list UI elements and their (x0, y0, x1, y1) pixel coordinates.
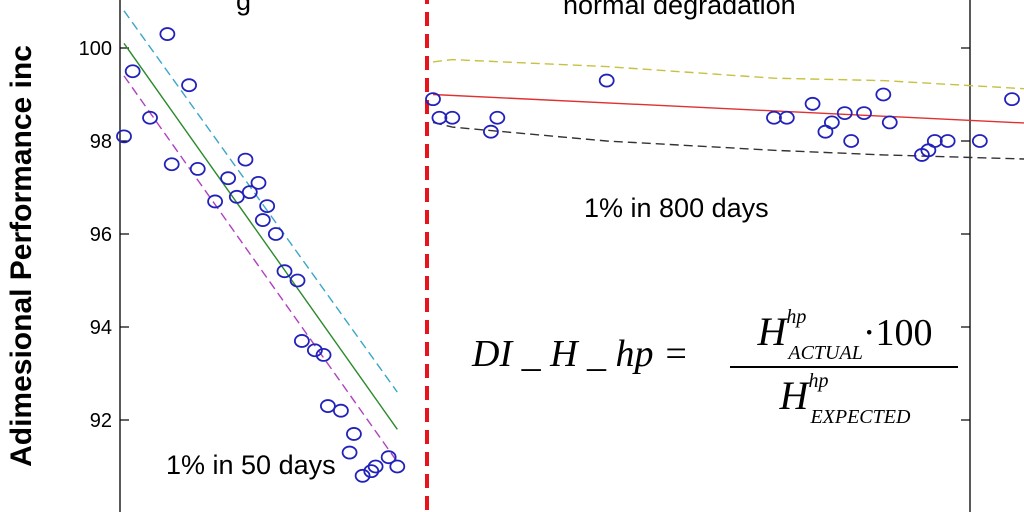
data-point-seg1 (159, 27, 176, 41)
y-axis-label: Adimesional Performance inc (5, 45, 38, 467)
data-point-seg1 (181, 78, 197, 93)
upper-bound-seg2 (432, 58, 1024, 90)
formula-num-factor: ·100 (862, 312, 933, 354)
data-point-seg1 (142, 110, 158, 125)
formula-den-sup: hp (808, 370, 829, 392)
y-tick-label: 98 (90, 131, 112, 153)
data-point-seg1 (315, 347, 332, 362)
data-point-seg1 (220, 171, 237, 186)
data-point-seg2 (836, 106, 853, 120)
data-point-seg2 (778, 110, 795, 125)
lower-bound-seg1 (123, 75, 398, 463)
formula-den-sub: EXPECTED (810, 406, 911, 428)
data-point-seg2 (881, 115, 898, 130)
fit-lines (123, 10, 1024, 463)
data-point-seg1 (207, 194, 224, 209)
linear-fit-seg2 (432, 93, 1024, 124)
data-point-seg1 (254, 213, 271, 227)
data-point-seg2 (939, 134, 956, 148)
data-point-seg1 (276, 264, 293, 279)
data-point-seg1 (289, 273, 306, 288)
data-point-seg1 (124, 64, 141, 79)
axes: 92 94 96 98 100 (79, 0, 971, 512)
data-point-seg2 (856, 106, 872, 120)
data-point-seg2 (598, 73, 615, 88)
data-point-seg1 (346, 427, 362, 441)
data-point-seg2 (1004, 92, 1020, 107)
data-point-seg2 (482, 124, 499, 139)
data-point-seg1 (189, 161, 206, 176)
data-point-seg1 (241, 185, 258, 200)
lower-bound-seg2 (432, 121, 1024, 160)
data-point-seg2 (875, 87, 892, 102)
formula-lhs: DI _ H _ hp = (472, 333, 689, 375)
data-point-seg1 (380, 450, 397, 465)
data-point-seg1 (259, 199, 276, 214)
formula-den-base: H (779, 373, 809, 418)
annotation-segment2-rate: 1% in 800 days (584, 193, 769, 223)
linear-fit-seg1 (123, 42, 398, 430)
data-point-seg2 (444, 110, 461, 125)
data-point-seg2 (926, 134, 943, 148)
y-tick-label: 100 (79, 38, 112, 60)
data-point-seg1 (333, 403, 349, 418)
data-point-seg2 (431, 110, 448, 125)
formula-num-sub: ACTUAL (788, 342, 863, 364)
annotation-normal-degradation: normal degradation (563, 0, 796, 20)
data-point-seg1 (389, 459, 406, 474)
y-tick-label: 96 (90, 224, 112, 246)
data-point-seg2 (823, 115, 840, 130)
data-point-seg1 (237, 152, 254, 167)
formula-num-base: H (757, 309, 787, 354)
data-point-seg2 (425, 92, 441, 107)
y-tick-label: 92 (90, 410, 112, 432)
data-point-seg1 (354, 468, 371, 483)
annotation-segment1-rate: 1% in 50 days (166, 450, 336, 480)
data-point-seg1 (250, 175, 267, 190)
data-point-seg1 (116, 129, 132, 144)
data-point-seg2 (489, 110, 506, 125)
data-point-seg1 (293, 334, 310, 348)
data-points (116, 27, 1020, 483)
data-point-seg1 (319, 399, 336, 413)
formula-denominator: Hhp EXPECTED (730, 370, 960, 429)
data-point-seg1 (267, 227, 284, 241)
data-point-seg1 (228, 189, 245, 204)
y-tick-label: 94 (90, 317, 112, 339)
data-point-seg1 (341, 445, 358, 460)
formula-fraction-bar (730, 366, 958, 368)
data-point-seg2 (971, 134, 988, 148)
data-point-seg2 (843, 134, 860, 148)
upper-bound-seg1 (123, 10, 398, 393)
data-point-seg1 (367, 459, 384, 474)
formula-numerator: Hhp ACTUAL·100 (730, 306, 960, 365)
data-point-seg2 (766, 110, 782, 125)
data-point-seg1 (306, 343, 323, 358)
data-point-seg1 (163, 157, 180, 172)
annotation-top-left: g (236, 0, 252, 16)
formula: DI _ H _ hp = Hhp ACTUAL·100 Hhp EXPECTED (472, 306, 962, 436)
formula-num-sup: hp (786, 306, 807, 328)
data-point-seg2 (804, 96, 821, 111)
